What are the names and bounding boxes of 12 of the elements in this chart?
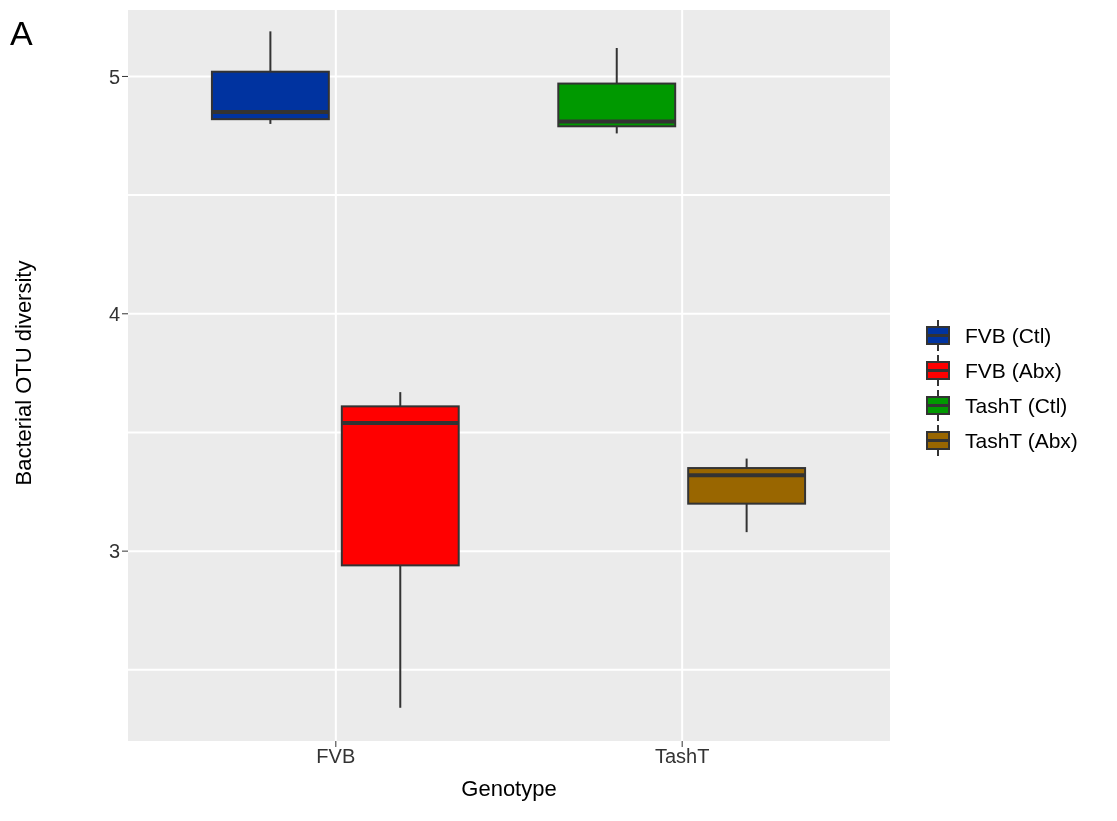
y-tick-label: 4: [108, 302, 120, 325]
text: A: [10, 14, 33, 53]
y-tick-label: 5: [108, 65, 120, 88]
x-axis-title: Genotype: [461, 776, 557, 801]
legend-label: FVB (Abx): [965, 358, 1062, 383]
y-tick-label: 3: [108, 540, 120, 563]
legend-label: TashT (Abx): [965, 428, 1078, 453]
x-tick-label: FVB: [316, 745, 356, 768]
legend-label: TashT (Ctl): [965, 393, 1068, 418]
legend-label: FVB (Ctl): [965, 323, 1052, 348]
x-tick-label: TashT: [654, 745, 710, 768]
y-axis-title: Bacterial OTU diversity: [10, 260, 36, 486]
